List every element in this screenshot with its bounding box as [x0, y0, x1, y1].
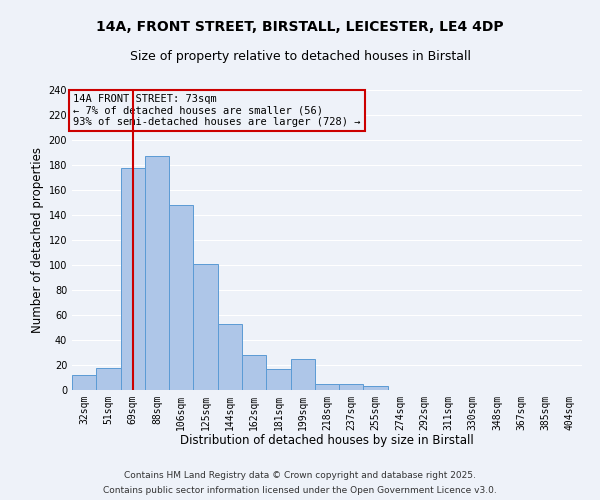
Bar — [290, 359, 315, 390]
Bar — [339, 384, 364, 390]
Bar — [242, 355, 266, 390]
Text: 14A FRONT STREET: 73sqm
← 7% of detached houses are smaller (56)
93% of semi-det: 14A FRONT STREET: 73sqm ← 7% of detached… — [73, 94, 361, 127]
Text: 14A, FRONT STREET, BIRSTALL, LEICESTER, LE4 4DP: 14A, FRONT STREET, BIRSTALL, LEICESTER, … — [96, 20, 504, 34]
X-axis label: Distribution of detached houses by size in Birstall: Distribution of detached houses by size … — [180, 434, 474, 448]
Bar — [169, 205, 193, 390]
Bar — [218, 324, 242, 390]
Bar — [72, 375, 96, 390]
Text: Contains public sector information licensed under the Open Government Licence v3: Contains public sector information licen… — [103, 486, 497, 495]
Text: Contains HM Land Registry data © Crown copyright and database right 2025.: Contains HM Land Registry data © Crown c… — [124, 471, 476, 480]
Bar — [315, 384, 339, 390]
Bar — [364, 386, 388, 390]
Bar — [96, 368, 121, 390]
Bar — [266, 369, 290, 390]
Y-axis label: Number of detached properties: Number of detached properties — [31, 147, 44, 333]
Bar — [121, 168, 145, 390]
Bar — [193, 264, 218, 390]
Text: Size of property relative to detached houses in Birstall: Size of property relative to detached ho… — [130, 50, 470, 63]
Bar — [145, 156, 169, 390]
